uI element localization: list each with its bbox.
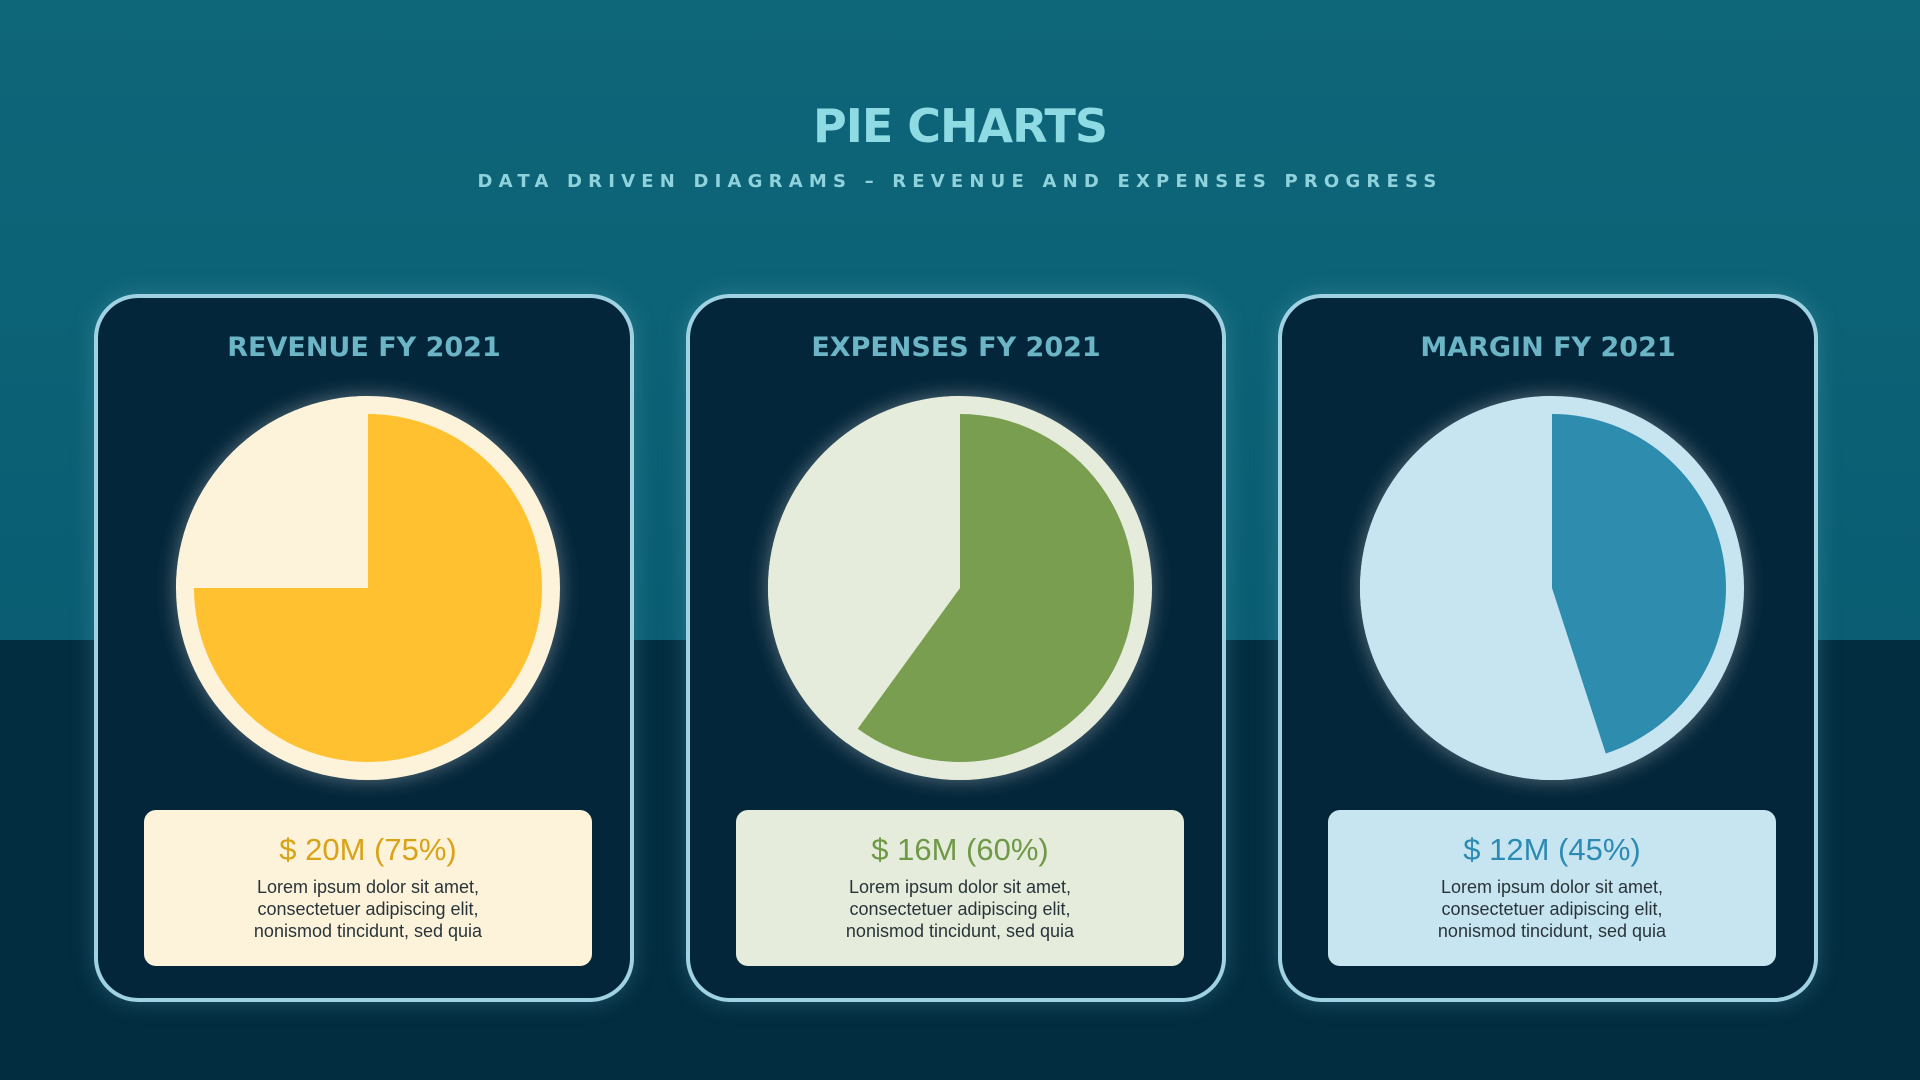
pie-svg-expenses: [768, 396, 1152, 780]
value-label: $ 12M (45%): [1463, 832, 1641, 867]
chart-title: REVENUE FY 2021: [227, 332, 501, 363]
page-subtitle: DATA DRIVEN DIAGRAMS – REVENUE AND EXPEN…: [477, 171, 1443, 192]
chart-title: EXPENSES FY 2021: [811, 332, 1101, 363]
value-label: $ 16M (60%): [871, 832, 1049, 867]
pie-slice-remainder: [768, 396, 960, 744]
pie-slice-remainder: [1359, 396, 1612, 780]
description-text: Lorem ipsum dolor sit amet, consectetuer…: [1437, 877, 1667, 941]
info-box: $ 12M (45%) Lorem ipsum dolor sit amet, …: [1328, 810, 1776, 966]
pie-slice-value: [857, 414, 1135, 762]
pie-chart-margin: [1359, 396, 1744, 780]
pie-chart-expenses: [768, 396, 1152, 780]
description-text: Lorem ipsum dolor sit amet, consectetuer…: [845, 877, 1075, 941]
chart-card-revenue: REVENUE FY 2021 $ 20M (75%) Lorem ipsum …: [94, 294, 634, 1002]
page-title: PIE CHARTS: [813, 99, 1108, 153]
description-text: Lorem ipsum dolor sit amet, consectetuer…: [253, 877, 483, 941]
pie-slice-remainder: [176, 396, 368, 588]
pie-chart-revenue: [176, 396, 560, 780]
pie-slice-value: [194, 414, 542, 762]
value-label: $ 20M (75%): [279, 832, 457, 867]
pie-slice-value: [1552, 414, 1726, 754]
pie-svg-revenue: [176, 396, 560, 780]
chart-card-expenses: EXPENSES FY 2021 $ 16M (60%) Lorem ipsum…: [686, 294, 1226, 1002]
header: PIE CHARTS DATA DRIVEN DIAGRAMS – REVENU…: [0, 96, 1920, 194]
chart-card-margin: MARGIN FY 2021 $ 12M (45%) Lorem ipsum d…: [1278, 294, 1818, 1002]
info-box: $ 20M (75%) Lorem ipsum dolor sit amet, …: [144, 810, 592, 966]
pie-svg-margin: [1359, 396, 1744, 780]
chart-title: MARGIN FY 2021: [1420, 332, 1676, 363]
info-box: $ 16M (60%) Lorem ipsum dolor sit amet, …: [736, 810, 1184, 966]
